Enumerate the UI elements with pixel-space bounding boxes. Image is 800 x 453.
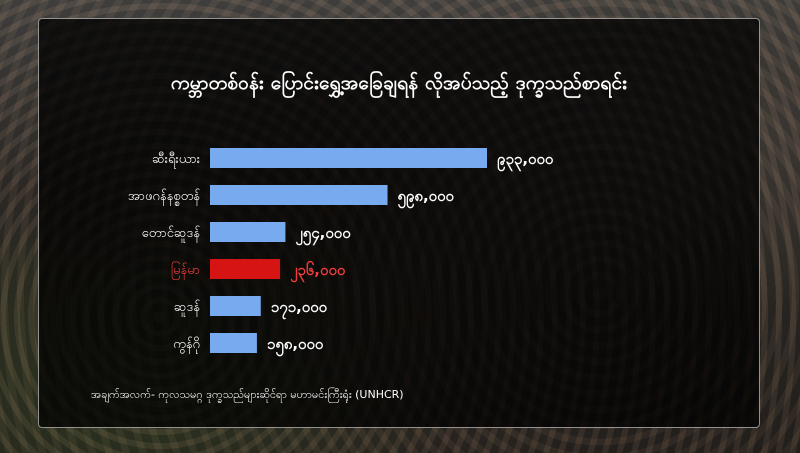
bar-0: [210, 148, 487, 168]
chart-panel: ကမ္ဘာတစ်ဝန်း ပြောင်းရွှေ့အခြေချရန် လိုအပ…: [38, 18, 760, 428]
value-label-3: ၂၃၆,၀၀၀: [290, 260, 346, 283]
category-label-3: မြန်မာ: [171, 261, 200, 280]
value-label-2: ၂၅၄,၀၀၀: [295, 224, 351, 246]
category-label-1: အာဖဂန်နစ္စတန်: [128, 188, 201, 206]
bar-3: [210, 259, 281, 279]
category-label-5: ကွန်ဂို: [173, 336, 200, 354]
value-label-4: ၁၇၁,၀၀၀: [271, 298, 328, 320]
bar-1: [210, 185, 388, 205]
chart-source: အချက်အလက်- ကုလသမဂ္ဂ ဒုက္ခသည်များဆိုင်ရာ …: [91, 388, 404, 401]
value-label-5: ၁၅၈,၀၀၀: [267, 335, 324, 357]
bar-4: [210, 296, 261, 316]
value-label-1: ၅၉၈,၀၀၀: [398, 187, 455, 209]
bar-5: [210, 333, 257, 353]
chart-title: ကမ္ဘာတစ်ဝန်း ပြောင်းရွှေ့အခြေချရန် လိုအပ…: [170, 72, 628, 94]
category-label-4: ဆူဒန်: [174, 299, 201, 317]
bar-2: [210, 222, 286, 242]
value-label-0: ၉၃၃,၀၀၀: [497, 150, 554, 172]
category-label-0: ဆီးရီးယား: [152, 151, 200, 169]
category-label-2: တောင်ဆူဒန်: [142, 225, 201, 243]
